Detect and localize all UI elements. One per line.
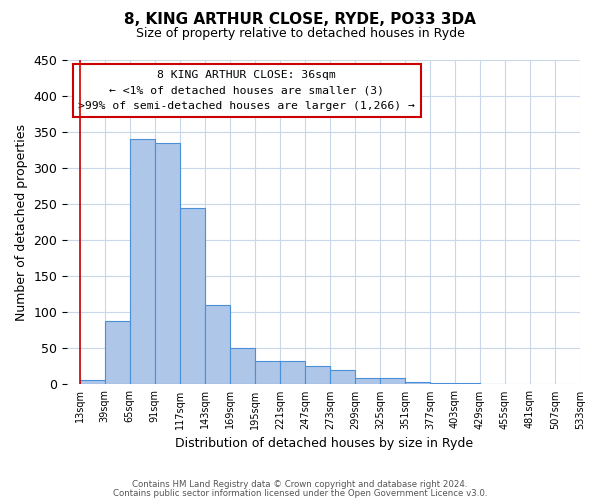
Bar — [155, 143, 180, 384]
Text: Contains HM Land Registry data © Crown copyright and database right 2024.: Contains HM Land Registry data © Crown c… — [132, 480, 468, 489]
Bar — [104, 321, 130, 384]
Text: Contains public sector information licensed under the Open Government Licence v3: Contains public sector information licen… — [113, 489, 487, 498]
Bar — [405, 382, 430, 384]
Bar — [305, 366, 330, 384]
Bar — [80, 380, 104, 384]
Bar — [455, 383, 480, 384]
Bar — [180, 208, 205, 384]
X-axis label: Distribution of detached houses by size in Ryde: Distribution of detached houses by size … — [175, 437, 473, 450]
Text: 8 KING ARTHUR CLOSE: 36sqm
← <1% of detached houses are smaller (3)
>99% of semi: 8 KING ARTHUR CLOSE: 36sqm ← <1% of deta… — [78, 70, 415, 111]
Bar — [130, 140, 155, 384]
Bar — [380, 378, 405, 384]
Bar — [230, 348, 255, 384]
Bar — [430, 383, 455, 384]
Text: Size of property relative to detached houses in Ryde: Size of property relative to detached ho… — [136, 28, 464, 40]
Bar — [205, 305, 230, 384]
Bar — [255, 362, 280, 384]
Text: 8, KING ARTHUR CLOSE, RYDE, PO33 3DA: 8, KING ARTHUR CLOSE, RYDE, PO33 3DA — [124, 12, 476, 28]
Bar — [355, 378, 380, 384]
Y-axis label: Number of detached properties: Number of detached properties — [15, 124, 28, 320]
Bar — [330, 370, 355, 384]
Bar — [280, 362, 305, 384]
